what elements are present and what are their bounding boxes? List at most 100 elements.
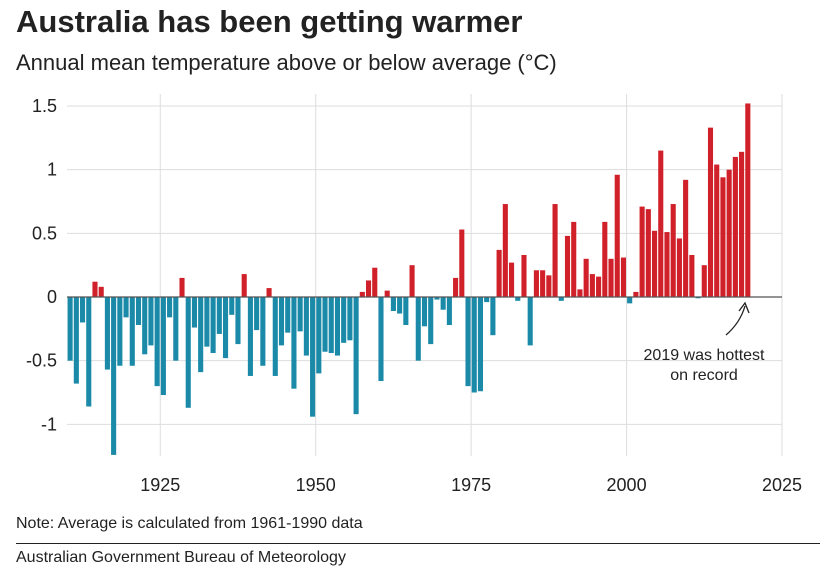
annotation-label: on record — [670, 367, 738, 384]
y-tick-label: 0 — [47, 287, 57, 307]
bar-1925 — [160, 297, 166, 396]
bar-1985 — [533, 270, 539, 297]
chart-subtitle: Annual mean temperature above or below a… — [16, 50, 557, 75]
bar-1995 — [596, 276, 602, 297]
bar-1981 — [508, 262, 515, 297]
bar-1919 — [123, 297, 129, 318]
bar-1932 — [204, 297, 210, 347]
y-tick-label: -0.5 — [26, 351, 57, 371]
bar-1984 — [527, 297, 533, 346]
annotation-arrowhead — [738, 301, 750, 314]
bar-1961 — [384, 290, 390, 297]
bar-1934 — [216, 297, 222, 334]
bar-1939 — [247, 297, 253, 376]
bar-2005 — [658, 150, 664, 297]
bar-2012 — [701, 265, 707, 297]
bar-1913 — [86, 297, 92, 407]
bar-1931 — [198, 297, 204, 373]
bar-1936 — [229, 297, 235, 315]
bar-1947 — [297, 297, 303, 332]
bar-1922 — [142, 297, 148, 355]
bar-2011 — [695, 297, 701, 299]
bar-1964 — [403, 297, 409, 326]
bar-1978 — [490, 297, 496, 336]
bar-2010 — [689, 254, 695, 297]
bar-1946 — [291, 297, 297, 389]
bar-1916 — [104, 297, 110, 370]
bar-1977 — [484, 297, 490, 303]
x-tick-label: 1975 — [451, 475, 491, 495]
bar-1990 — [564, 235, 571, 297]
bar-1979 — [496, 249, 502, 297]
x-tick-label: 2000 — [607, 475, 647, 495]
bar-1957 — [359, 291, 365, 297]
y-tick-label: 0.5 — [32, 223, 57, 243]
bar-1928 — [179, 277, 185, 297]
bar-1915 — [98, 286, 104, 297]
bar-1945 — [285, 297, 291, 333]
bar-1933 — [210, 297, 216, 354]
bar-1955 — [347, 297, 353, 341]
bar-1940 — [254, 297, 260, 331]
bar-2016 — [726, 169, 732, 297]
bar-1927 — [173, 297, 179, 361]
footnote: Note: Average is calculated from 1961-19… — [16, 515, 363, 532]
bar-1998 — [614, 174, 620, 297]
annotation-arrow — [725, 305, 746, 336]
bar-1973 — [459, 229, 465, 297]
bar-2017 — [732, 156, 738, 297]
bar-2015 — [720, 177, 726, 297]
bar-1966 — [415, 297, 421, 361]
bar-2013 — [707, 127, 714, 298]
footer-divider — [16, 543, 820, 544]
x-tick-label: 1925 — [140, 475, 180, 495]
bar-1997 — [608, 258, 614, 297]
bar-2007 — [670, 204, 676, 297]
bar-2018 — [739, 151, 745, 297]
bar-1926 — [167, 297, 173, 318]
bar-2006 — [664, 232, 670, 297]
bar-1935 — [222, 297, 229, 359]
bar-1988 — [552, 204, 558, 297]
bar-1944 — [278, 297, 285, 346]
y-tick-label: -1 — [41, 414, 57, 434]
bar-1965 — [409, 265, 415, 297]
bar-1924 — [154, 297, 160, 387]
bar-1971 — [446, 297, 452, 326]
bar-1953 — [334, 297, 341, 356]
bar-1929 — [185, 297, 191, 408]
annotation-layer: 2019 was hottest on record — [644, 301, 765, 384]
bar-1969 — [434, 297, 440, 300]
bar-1952 — [328, 297, 334, 354]
bar-1983 — [521, 254, 527, 297]
bar-2009 — [683, 179, 689, 297]
bar-1956 — [353, 297, 359, 415]
bar-1975 — [471, 297, 477, 393]
bar-1923 — [148, 297, 154, 346]
bar-1959 — [372, 267, 378, 297]
y-tick-label: 1.5 — [32, 96, 57, 116]
bar-1943 — [272, 297, 278, 376]
bar-2000 — [627, 297, 633, 304]
bar-1968 — [428, 297, 434, 345]
bar-1996 — [602, 221, 608, 297]
bar-1999 — [620, 257, 627, 297]
bar-1910 — [67, 297, 73, 361]
bar-1942 — [266, 288, 272, 297]
bar-1970 — [440, 297, 446, 310]
bar-2001 — [633, 291, 639, 297]
bar-2002 — [639, 206, 645, 297]
bar-1960 — [378, 297, 384, 382]
bar-1989 — [558, 297, 564, 301]
bar-1986 — [540, 270, 546, 297]
bar-2019 — [745, 103, 751, 297]
bar-1963 — [397, 297, 403, 314]
bar-1954 — [341, 297, 347, 343]
bar-1962 — [390, 297, 396, 312]
bar-1938 — [241, 274, 247, 297]
bar-2008 — [676, 238, 682, 297]
bar-2014 — [714, 164, 720, 297]
bar-1918 — [117, 297, 123, 366]
bar-1992 — [577, 289, 583, 297]
x-tick-label: 2025 — [762, 475, 802, 495]
